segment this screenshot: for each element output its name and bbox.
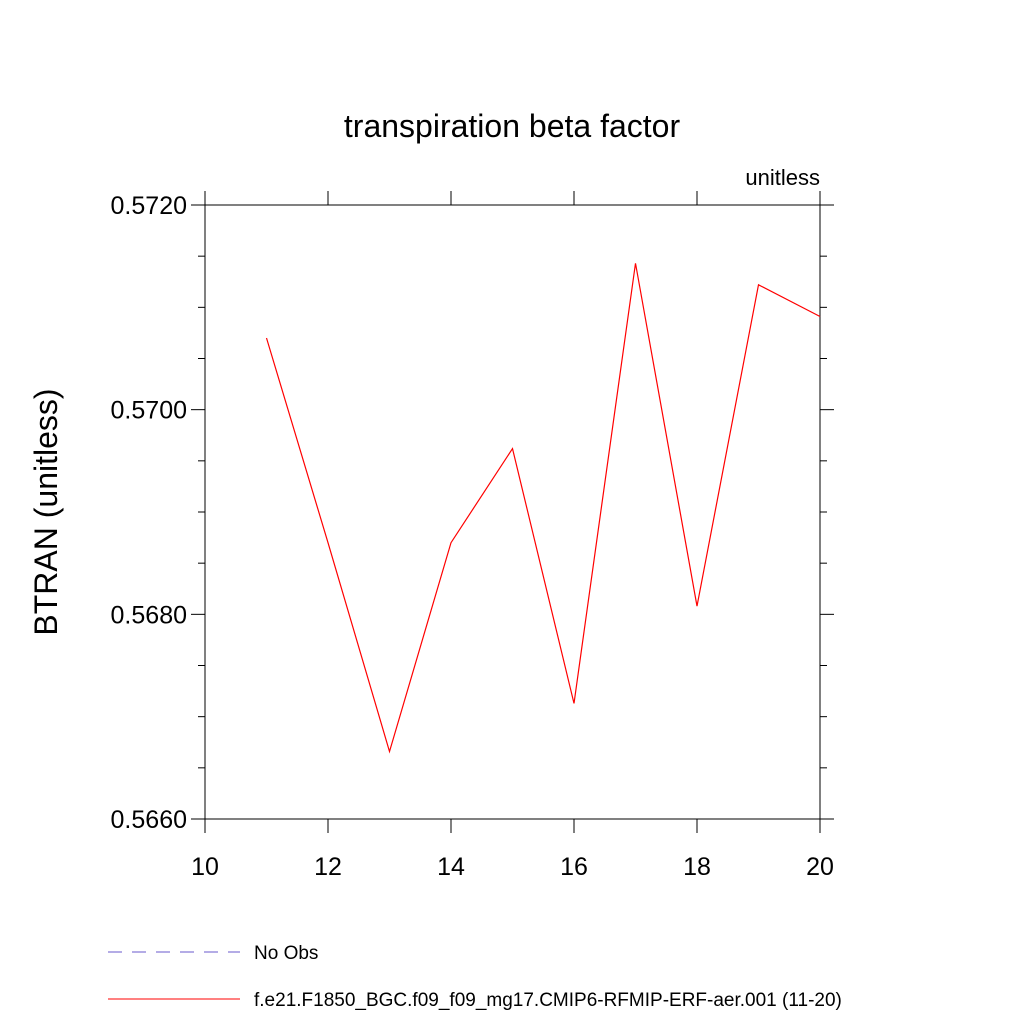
- plot-frame: [204, 204, 821, 820]
- x-tick-label: 18: [683, 853, 711, 881]
- chart-subtitle: unitless: [745, 165, 820, 190]
- x-tick-label: 12: [314, 853, 342, 881]
- axis-tick-labels: 0.5660 0.5680 0.5700 0.5720 10 12 14 16 18 20: [111, 192, 834, 881]
- chart-title: transpiration beta factor: [344, 108, 681, 144]
- legend-label: No Obs: [254, 943, 318, 964]
- x-tick-label: 10: [191, 853, 219, 881]
- x-tick-label: 20: [806, 853, 834, 881]
- y-tick-label: 0.5680: [111, 601, 187, 629]
- x-tick-label: 14: [437, 853, 465, 881]
- y-tick-label: 0.5700: [111, 397, 187, 425]
- y-tick-label: 0.5660: [111, 806, 187, 834]
- series-lines: [265, 263, 821, 754]
- y-axis-label: BTRAN (unitless): [28, 388, 64, 635]
- legend: No Obs f.e21.F1850_BGC.f09_f09_mg17.CMIP6…: [108, 943, 842, 1011]
- x-tick-label: 16: [560, 853, 588, 881]
- legend-label: f.e21.F1850_BGC.f09_f09_mg17.CMIP6-RFMIP…: [254, 990, 842, 1011]
- axis-ticks: [191, 191, 834, 833]
- series-line: [265, 263, 821, 754]
- y-tick-label: 0.5720: [111, 192, 187, 220]
